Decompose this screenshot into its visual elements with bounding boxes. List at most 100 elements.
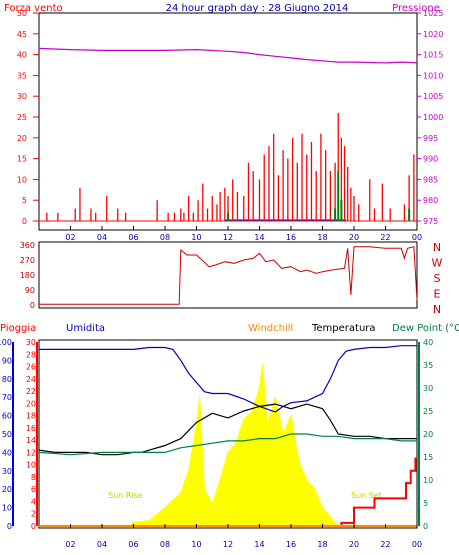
humidity-tick-label: 80 (2, 375, 12, 384)
rain-tick-label: 20 (26, 399, 36, 408)
x-tick-label: 02 (65, 233, 75, 242)
humidity-tick-label: 100 (0, 338, 12, 347)
compass-label: N (433, 303, 441, 316)
temp-tick-label: 25 (423, 407, 433, 416)
rain-tick-label: 24 (26, 375, 36, 384)
x-tick-label: 12 (223, 540, 233, 549)
x-tick-label: 04 (97, 540, 107, 549)
wind-tick-label: 45 (17, 30, 27, 39)
pressure-tick-label: 995 (423, 134, 438, 143)
pressure-axis-label: Pressione (392, 3, 440, 14)
x-tick-label: 22 (380, 540, 390, 549)
chart-title: 24 hour graph day : 28 Giugno 2014 (166, 3, 349, 14)
compass-label: W (432, 257, 443, 270)
wind-tick-label: 30 (17, 92, 27, 101)
temp-tick-label: 5 (423, 499, 428, 508)
humidity-legend: Umidita (66, 323, 105, 334)
temperature-line (38, 403, 417, 456)
x-tick-label: 22 (380, 233, 390, 242)
wind-axis-label: Forza vento (4, 3, 63, 14)
humidity-tick-label: 0 (7, 522, 12, 531)
sunrise-label: Sun Rise (108, 491, 143, 500)
rain-tick-label: 26 (26, 363, 36, 372)
direction-tick-label: 90 (25, 286, 35, 295)
x-tick-label: 00 (412, 540, 422, 549)
solar-area (39, 364, 417, 527)
temp-tick-label: 30 (423, 384, 433, 393)
pressure-tick-label: 1000 (423, 113, 443, 122)
compass-label: N (433, 241, 441, 254)
pressure-tick-label: 1020 (423, 30, 443, 39)
humidity-tick-label: 20 (2, 485, 12, 494)
pressure-tick-label: 975 (423, 217, 438, 226)
x-tick-label: 06 (128, 540, 138, 549)
x-tick-label: 06 (128, 233, 138, 242)
pressure-line (38, 47, 418, 64)
pressure-tick-label: 980 (423, 196, 438, 205)
rain-tick-label: 6 (31, 485, 36, 494)
wind-tick-label: 35 (17, 71, 27, 80)
rain-tick-label: 0 (31, 522, 36, 531)
x-tick-label: 10 (191, 540, 201, 549)
pressure-tick-label: 990 (423, 155, 438, 164)
pressure-tick-label: 1025 (423, 9, 443, 18)
x-tick-label: 08 (160, 540, 170, 549)
x-tick-label: 12 (223, 233, 233, 242)
x-tick-label: 04 (97, 233, 107, 242)
x-tick-label: 20 (349, 233, 359, 242)
pressure-tick-label: 1005 (423, 92, 443, 101)
compass-label: E (434, 288, 441, 301)
humidity-tick-label: 40 (2, 448, 12, 457)
chart-marks: 0510152025303540455097598098599099510001… (0, 9, 443, 549)
wind-tick-label: 15 (17, 155, 27, 164)
wind-tick-label: 25 (17, 113, 27, 122)
rain-tick-label: 4 (31, 497, 36, 506)
x-tick-label: 16 (286, 233, 296, 242)
rain-tick-label: 30 (26, 338, 36, 347)
temperature-legend: Temperatura (311, 323, 376, 334)
rain-tick-label: 2 (31, 510, 36, 519)
temp-tick-label: 40 (423, 338, 433, 347)
x-tick-label: 02 (65, 540, 75, 549)
direction-tick-label: 270 (20, 256, 35, 265)
rain-tick-label: 12 (26, 448, 36, 457)
x-tick-label: 08 (160, 233, 170, 242)
pressure-tick-label: 985 (423, 175, 438, 184)
sunset-label: Sun Set (351, 491, 382, 500)
rain-tick-label: 10 (26, 461, 36, 470)
wind-tick-label: 40 (17, 51, 27, 60)
wind-tick-label: 50 (17, 9, 27, 18)
rain-tick-label: 14 (26, 436, 36, 445)
x-tick-label: 20 (349, 540, 359, 549)
direction-tick-label: 360 (20, 241, 35, 250)
humidity-tick-label: 10 (2, 504, 12, 513)
humidity-tick-label: 90 (2, 356, 12, 365)
pressure-tick-label: 1015 (423, 51, 443, 60)
direction-tick-label: 0 (30, 301, 35, 310)
x-tick-label: 14 (254, 233, 264, 242)
x-tick-label: 16 (286, 540, 296, 549)
rain-tick-label: 18 (26, 412, 36, 421)
temp-tick-label: 0 (423, 522, 428, 531)
temp-tick-label: 35 (423, 361, 433, 370)
humidity-tick-label: 70 (2, 393, 12, 402)
rain-tick-label: 16 (26, 424, 36, 433)
rain-tick-label: 22 (26, 387, 36, 396)
dewpoint-line (38, 433, 417, 456)
direction-tick-label: 180 (20, 271, 35, 280)
x-tick-label: 14 (254, 540, 264, 549)
wind-tick-label: 10 (17, 175, 27, 184)
dewpoint-legend: Dew Point (°C (392, 323, 459, 334)
temp-tick-label: 10 (423, 476, 433, 485)
wind-tick-label: 20 (17, 134, 27, 143)
humidity-tick-label: 50 (2, 430, 12, 439)
temp-tick-label: 20 (423, 430, 433, 439)
x-tick-label: 18 (317, 540, 327, 549)
humidity-tick-label: 60 (2, 412, 12, 421)
wind-tick-label: 5 (22, 196, 27, 205)
windchill-legend: Windchill (248, 323, 293, 334)
x-tick-label: 18 (317, 233, 327, 242)
rain-tick-label: 8 (31, 473, 36, 482)
temp-tick-label: 15 (423, 453, 433, 462)
